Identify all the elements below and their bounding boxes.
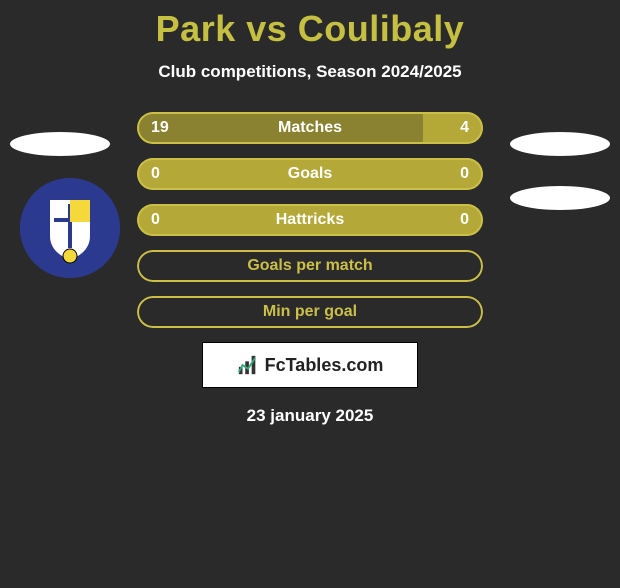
stat-label: Hattricks — [137, 204, 483, 236]
bar-chart-icon — [237, 354, 259, 376]
date-text: 23 january 2025 — [0, 406, 620, 426]
stat-right-value: 0 — [460, 158, 469, 190]
logo-text: FcTables.com — [265, 355, 384, 376]
shield-icon — [20, 178, 120, 278]
player-right-placeholder-1 — [510, 132, 610, 156]
stat-row: Goals per match — [137, 250, 483, 282]
stats-list: 19Matches40Goals00Hattricks0Goals per ma… — [137, 112, 483, 328]
stat-label: Goals per match — [137, 250, 483, 282]
player-right-placeholder-2 — [510, 186, 610, 210]
stat-right-value: 0 — [460, 204, 469, 236]
subtitle: Club competitions, Season 2024/2025 — [0, 62, 620, 82]
stat-right-value: 4 — [460, 112, 469, 144]
stat-label: Matches — [137, 112, 483, 144]
stat-row: Min per goal — [137, 296, 483, 328]
stat-row: 0Goals0 — [137, 158, 483, 190]
player-left-placeholder — [10, 132, 110, 156]
club-badge — [20, 178, 120, 278]
fctables-logo: FcTables.com — [202, 342, 418, 388]
page-title: Park vs Coulibaly — [0, 8, 620, 50]
stat-row: 19Matches4 — [137, 112, 483, 144]
stat-label: Min per goal — [137, 296, 483, 328]
stat-label: Goals — [137, 158, 483, 190]
stat-row: 0Hattricks0 — [137, 204, 483, 236]
